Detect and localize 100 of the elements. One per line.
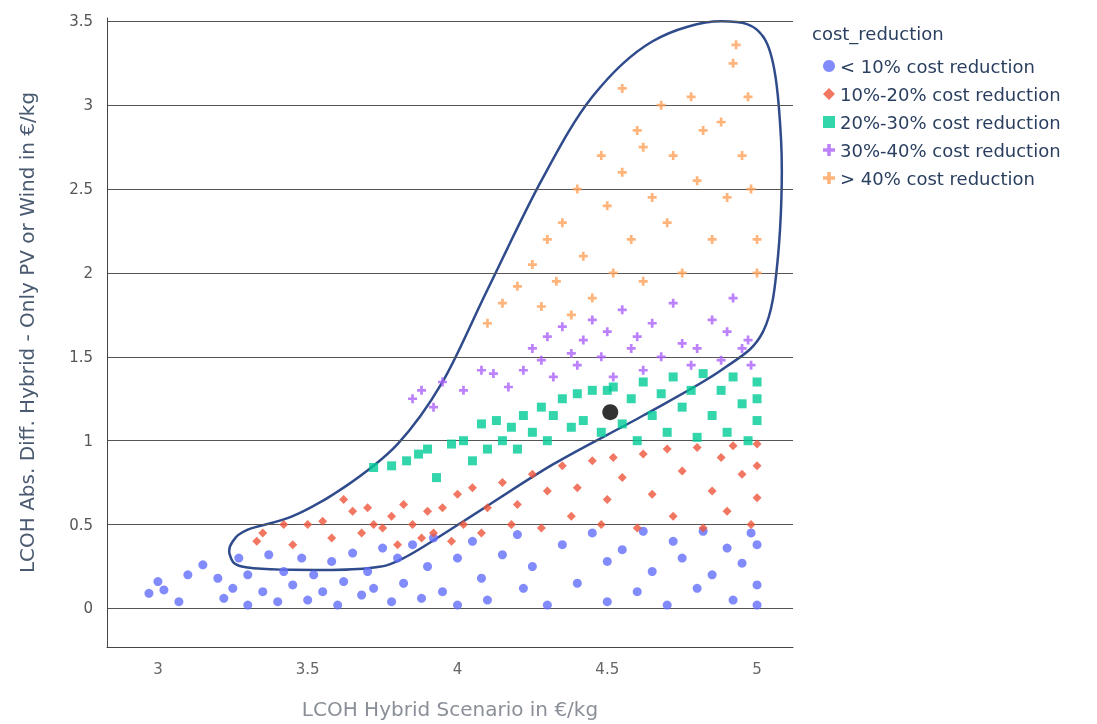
y-tick-label: 0 — [83, 599, 93, 618]
point — [743, 436, 753, 446]
point — [423, 444, 433, 454]
point — [728, 441, 738, 451]
y-tick-label: 1.5 — [69, 347, 93, 366]
point — [638, 365, 648, 375]
point — [722, 192, 732, 202]
point — [698, 369, 708, 379]
point — [626, 343, 636, 353]
point — [578, 416, 588, 426]
point — [566, 348, 576, 358]
point — [722, 327, 732, 337]
y-tick-label: 2.5 — [69, 180, 93, 199]
point — [626, 234, 636, 244]
point — [602, 201, 612, 211]
point — [677, 338, 687, 348]
point — [587, 293, 597, 303]
point — [527, 260, 537, 270]
point — [668, 298, 678, 308]
point — [402, 456, 412, 466]
point — [482, 318, 492, 328]
point — [557, 461, 567, 471]
point — [572, 389, 582, 399]
point — [752, 439, 762, 449]
point — [482, 503, 492, 513]
x-tick-label: 4 — [452, 659, 463, 678]
point — [602, 404, 619, 421]
point — [369, 520, 379, 530]
legend-label: 30%-40% cost reduction — [840, 139, 1061, 161]
point — [447, 439, 456, 449]
point — [737, 469, 747, 479]
point — [596, 151, 606, 161]
point — [512, 281, 522, 291]
point — [497, 436, 507, 446]
legend-label: 20%-30% cost reduction — [840, 111, 1061, 133]
point — [527, 469, 537, 479]
point — [458, 520, 468, 530]
point — [596, 352, 606, 362]
point — [587, 315, 597, 325]
legend-label: < 10% cost reduction — [840, 55, 1035, 77]
point — [692, 442, 702, 452]
y-axis-title: LCOH Abs. Diff. Hybrid - Only PV or Wind in €/kg — [15, 91, 39, 574]
point — [647, 489, 657, 499]
point — [497, 478, 507, 488]
point — [716, 355, 726, 365]
point — [608, 372, 618, 382]
point — [303, 520, 313, 530]
point — [482, 444, 492, 454]
point — [746, 360, 756, 370]
point — [467, 456, 477, 466]
legend-title: cost_reduction — [812, 22, 944, 45]
point — [638, 142, 648, 152]
point — [536, 402, 546, 412]
point — [677, 402, 687, 412]
point — [557, 394, 567, 404]
point — [686, 92, 696, 102]
point — [557, 218, 567, 228]
point — [339, 494, 349, 504]
point — [252, 536, 262, 546]
point — [587, 456, 597, 466]
point — [542, 486, 552, 496]
legend-label: 10%-20% cost reduction — [840, 83, 1061, 105]
point — [408, 394, 418, 404]
point — [467, 483, 477, 493]
point — [408, 520, 418, 530]
point — [686, 360, 696, 370]
x-tick-label: 5 — [752, 659, 762, 678]
point — [698, 125, 708, 135]
point — [536, 355, 546, 365]
point — [363, 503, 373, 513]
point — [423, 506, 433, 516]
point — [596, 427, 606, 437]
point — [656, 352, 666, 362]
point — [737, 399, 747, 409]
point — [707, 486, 717, 496]
y-tick-label: 0.5 — [69, 515, 93, 534]
point — [476, 419, 486, 429]
point — [258, 528, 268, 538]
point — [716, 385, 726, 395]
point — [752, 461, 762, 471]
point — [288, 540, 298, 550]
x-tick-label: 3 — [153, 659, 163, 678]
y-tick-label: 2 — [83, 263, 93, 282]
point — [488, 369, 498, 379]
point — [566, 511, 576, 521]
point — [542, 332, 552, 342]
point — [429, 402, 439, 412]
point — [458, 436, 468, 446]
y-tick-label: 3 — [83, 96, 93, 115]
point — [746, 520, 756, 530]
point — [716, 452, 726, 462]
point — [731, 40, 741, 50]
point — [668, 372, 678, 382]
point — [692, 343, 702, 353]
point — [452, 489, 462, 499]
point — [617, 83, 627, 93]
point — [536, 523, 546, 533]
point — [677, 466, 687, 476]
point — [542, 234, 552, 244]
point — [647, 411, 657, 421]
